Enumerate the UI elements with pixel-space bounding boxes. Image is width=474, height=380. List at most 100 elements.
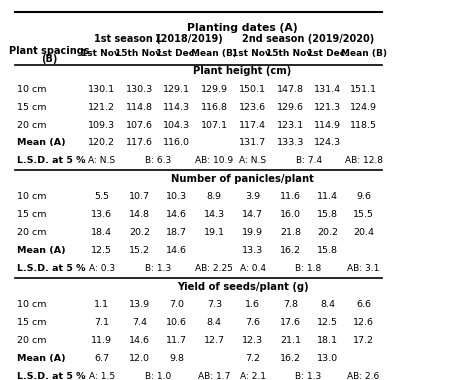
Text: 8.9: 8.9: [207, 192, 222, 201]
Text: 15 cm: 15 cm: [17, 210, 46, 219]
Text: 131.4: 131.4: [314, 85, 341, 93]
Text: 109.3: 109.3: [88, 120, 116, 130]
Text: 6.6: 6.6: [356, 300, 371, 309]
Text: 12.6: 12.6: [353, 318, 374, 327]
Text: 7.4: 7.4: [132, 318, 147, 327]
Text: 15th Nov.: 15th Nov.: [266, 49, 315, 58]
Text: 7.1: 7.1: [94, 318, 109, 327]
Text: Mean (A): Mean (A): [17, 354, 65, 363]
Text: 123.1: 123.1: [277, 120, 304, 130]
Text: 1: 1: [155, 35, 162, 44]
Text: 17.6: 17.6: [280, 318, 301, 327]
Text: 114.8: 114.8: [126, 103, 153, 112]
Text: 1.1: 1.1: [94, 300, 109, 309]
Text: 14.6: 14.6: [166, 246, 187, 255]
Text: 151.1: 151.1: [350, 85, 377, 93]
Text: 12.3: 12.3: [242, 336, 263, 345]
Text: 124.9: 124.9: [350, 103, 377, 112]
Text: Plant spacings: Plant spacings: [9, 46, 89, 56]
Text: 3.9: 3.9: [245, 192, 260, 201]
Text: 13.6: 13.6: [91, 210, 112, 219]
Text: 118.5: 118.5: [350, 120, 377, 130]
Text: 11.9: 11.9: [91, 336, 112, 345]
Text: 114.9: 114.9: [314, 120, 341, 130]
Text: 1st Nov.: 1st Nov.: [81, 49, 123, 58]
Text: 107.6: 107.6: [126, 120, 153, 130]
Text: 9.8: 9.8: [169, 354, 184, 363]
Text: 8.4: 8.4: [320, 300, 335, 309]
Text: 14.8: 14.8: [129, 210, 150, 219]
Text: 20.2: 20.2: [317, 228, 338, 237]
Text: 1st Dec.: 1st Dec.: [156, 49, 197, 58]
Text: 15.5: 15.5: [353, 210, 374, 219]
Text: 15.2: 15.2: [129, 246, 150, 255]
Text: 129.9: 129.9: [201, 85, 228, 93]
Text: 19.1: 19.1: [204, 228, 225, 237]
Text: 17.2: 17.2: [353, 336, 374, 345]
Text: 15th Nov.: 15th Nov.: [115, 49, 164, 58]
Text: AB: 3.1: AB: 3.1: [347, 264, 380, 273]
Text: A: 0.3: A: 0.3: [89, 264, 115, 273]
Text: A: 2.1: A: 2.1: [240, 372, 266, 380]
Text: Mean (A): Mean (A): [17, 138, 65, 147]
Text: Mean (B): Mean (B): [341, 49, 387, 58]
Text: 20 cm: 20 cm: [17, 120, 46, 130]
Text: 13.9: 13.9: [129, 300, 150, 309]
Text: 121.3: 121.3: [314, 103, 341, 112]
Text: 20.2: 20.2: [129, 228, 150, 237]
Text: 1.6: 1.6: [245, 300, 260, 309]
Text: 116.8: 116.8: [201, 103, 228, 112]
Text: 12.5: 12.5: [317, 318, 338, 327]
Text: AB: 2.25: AB: 2.25: [195, 264, 233, 273]
Text: B: 6.3: B: 6.3: [145, 157, 171, 165]
Text: 7.3: 7.3: [207, 300, 222, 309]
Text: 10.3: 10.3: [166, 192, 187, 201]
Text: 15.8: 15.8: [317, 210, 338, 219]
Text: 15 cm: 15 cm: [17, 318, 46, 327]
Text: 120.2: 120.2: [88, 138, 115, 147]
Text: 14.6: 14.6: [166, 210, 187, 219]
Text: B: 1.3: B: 1.3: [145, 264, 171, 273]
Text: 107.1: 107.1: [201, 120, 228, 130]
Text: 147.8: 147.8: [277, 85, 304, 93]
Text: 104.3: 104.3: [163, 120, 190, 130]
Text: AB: 12.8: AB: 12.8: [345, 157, 383, 165]
Text: 1st Dec.: 1st Dec.: [307, 49, 348, 58]
Text: 10.7: 10.7: [129, 192, 150, 201]
Text: 11.7: 11.7: [166, 336, 187, 345]
Text: 10.6: 10.6: [166, 318, 187, 327]
Text: 7.0: 7.0: [169, 300, 184, 309]
Text: B: 7.4: B: 7.4: [296, 157, 322, 165]
Text: 121.2: 121.2: [88, 103, 115, 112]
Text: 10 cm: 10 cm: [17, 192, 46, 201]
Text: 130.3: 130.3: [126, 85, 153, 93]
Text: 7.6: 7.6: [245, 318, 260, 327]
Text: 129.1: 129.1: [163, 85, 190, 93]
Text: 12.5: 12.5: [91, 246, 112, 255]
Text: 9.6: 9.6: [356, 192, 371, 201]
Text: 117.6: 117.6: [126, 138, 153, 147]
Text: 11.4: 11.4: [317, 192, 338, 201]
Text: 8.4: 8.4: [207, 318, 222, 327]
Text: 16.0: 16.0: [280, 210, 301, 219]
Text: B: 1.3: B: 1.3: [295, 372, 322, 380]
Text: 21.8: 21.8: [280, 228, 301, 237]
Text: Plant height (cm): Plant height (cm): [193, 66, 292, 76]
Text: (B): (B): [41, 54, 57, 64]
Text: 7.8: 7.8: [283, 300, 298, 309]
Text: 12.7: 12.7: [204, 336, 225, 345]
Text: 18.7: 18.7: [166, 228, 187, 237]
Text: 114.3: 114.3: [163, 103, 190, 112]
Text: 14.3: 14.3: [204, 210, 225, 219]
Text: 20 cm: 20 cm: [17, 228, 46, 237]
Text: 123.6: 123.6: [239, 103, 266, 112]
Text: 14.6: 14.6: [129, 336, 150, 345]
Text: 16.2: 16.2: [280, 246, 301, 255]
Text: AB: 2.6: AB: 2.6: [347, 372, 380, 380]
Text: Mean (A): Mean (A): [17, 246, 65, 255]
Text: L.S.D. at 5 %: L.S.D. at 5 %: [17, 157, 85, 165]
Text: 13.3: 13.3: [242, 246, 264, 255]
Text: AB: 1.7: AB: 1.7: [198, 372, 230, 380]
Text: 130.1: 130.1: [88, 85, 116, 93]
Text: 15.8: 15.8: [317, 246, 338, 255]
